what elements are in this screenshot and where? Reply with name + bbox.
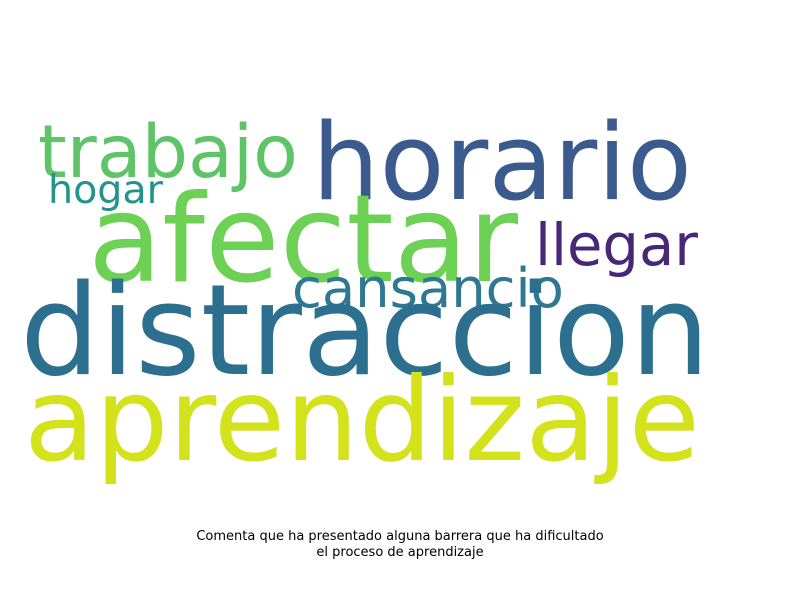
caption-line-2: el proceso de aprendizaje bbox=[316, 545, 484, 560]
figure-caption: Comenta que ha presentado alguna barrera… bbox=[0, 529, 800, 561]
word-cloud: horario trabajo hogar afectar llegar can… bbox=[20, 100, 710, 488]
word-afectar: afectar bbox=[88, 168, 518, 311]
caption-line-1: Comenta que ha presentado alguna barrera… bbox=[196, 529, 604, 544]
word-distraccion: distraccion bbox=[20, 256, 710, 404]
word-cansancio: cansancio bbox=[292, 257, 564, 321]
word-hogar: hogar bbox=[48, 167, 163, 214]
word-llegar: llegar bbox=[535, 212, 698, 280]
word-trabajo: trabajo bbox=[38, 110, 298, 196]
word-horario: horario bbox=[312, 100, 692, 225]
word-aprendizaje: aprendizaje bbox=[24, 352, 700, 488]
